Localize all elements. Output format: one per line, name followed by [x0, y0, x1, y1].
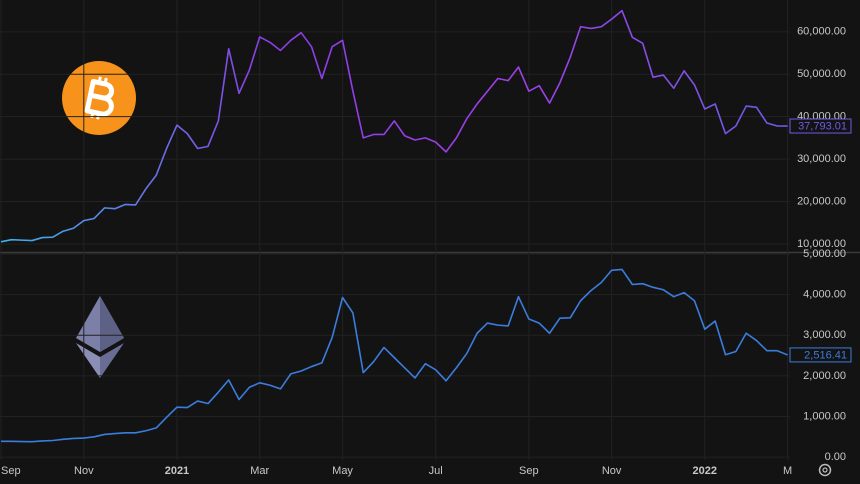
y-tick-label: 2,000.00 — [803, 370, 846, 382]
price-tag-label: 2,516.41 — [804, 349, 847, 361]
y-tick-label: 30,000.00 — [797, 153, 846, 165]
price-tag-label: 37,793.01 — [798, 120, 847, 132]
y-tick-label: 10,000.00 — [797, 238, 846, 250]
x-tick-label: May — [332, 465, 353, 477]
x-tick-label: M — [783, 465, 792, 477]
y-tick-label: 0.00 — [825, 451, 846, 463]
y-tick-label: 20,000.00 — [797, 195, 846, 207]
price-line — [1, 268, 788, 443]
y-tick-label: 60,000.00 — [797, 26, 846, 38]
y-tick-label: 3,000.00 — [803, 329, 846, 341]
x-tick-label: Mar — [250, 465, 269, 477]
ethereum-logo — [76, 296, 124, 378]
x-tick-label: Nov — [602, 465, 622, 477]
settings-icon[interactable] — [818, 463, 832, 477]
y-tick-label: 50,000.00 — [797, 68, 846, 80]
x-tick-label: Nov — [74, 465, 94, 477]
y-tick-label: 5,000.00 — [803, 248, 846, 260]
bitcoin-logo — [62, 61, 136, 135]
price-tag — [789, 347, 852, 363]
y-tick-label: 1,000.00 — [803, 410, 846, 422]
x-tick-label: Sep — [1, 465, 21, 477]
x-tick-label: 2021 — [165, 465, 189, 477]
y-tick-label: 4,000.00 — [803, 289, 846, 301]
price-tag — [789, 118, 852, 134]
x-tick-label: Sep — [519, 465, 539, 477]
x-tick-label: Jul — [429, 465, 443, 477]
price-line — [0, 9, 788, 243]
x-tick-label: 2022 — [693, 465, 717, 477]
